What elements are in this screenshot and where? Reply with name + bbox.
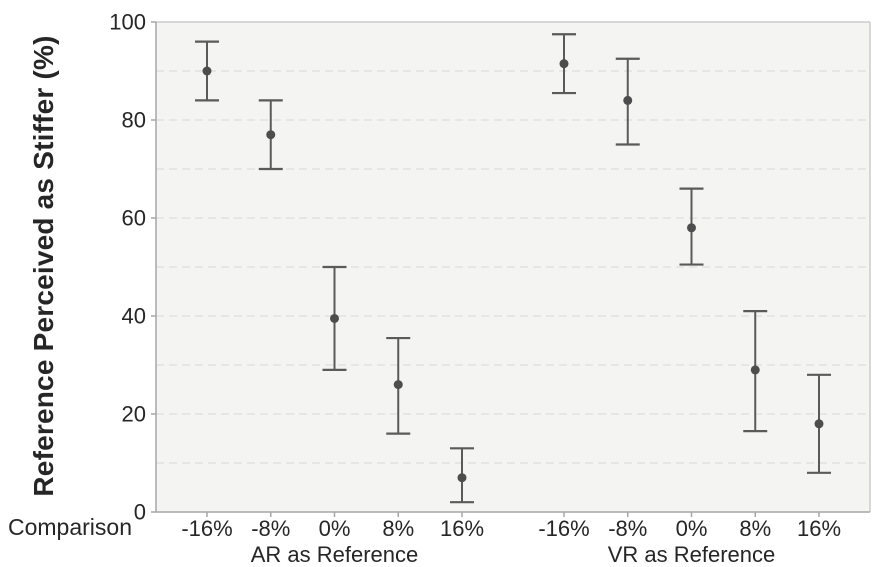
mean-data-point <box>750 365 760 375</box>
mean-data-point <box>330 313 339 323</box>
mean-data-point <box>202 66 212 76</box>
y-axis-title: Reference Perceived as Stiffer (%) <box>28 35 59 497</box>
mean-data-point <box>559 59 569 69</box>
y-tick-label: 20 <box>122 402 146 427</box>
y-tick-label: 40 <box>122 304 146 329</box>
y-tick-label: 0 <box>134 500 146 525</box>
y-tick-label: 80 <box>122 108 146 133</box>
x-tick-label: 8% <box>382 516 414 541</box>
mean-data-point <box>457 473 467 483</box>
mean-data-point <box>687 223 696 233</box>
x-tick-label: -8% <box>608 516 647 541</box>
mean-data-point <box>623 95 633 105</box>
x-tick-label: 16% <box>440 516 484 541</box>
x-tick-label: 0% <box>676 516 708 541</box>
y-tick-label: 60 <box>122 206 146 231</box>
mean-data-point <box>814 419 824 429</box>
x-tick-label: 8% <box>739 516 771 541</box>
x-axis-comparison-label: Comparison <box>8 514 132 540</box>
y-tick-label: 100 <box>109 10 146 35</box>
x-tick-label: -8% <box>251 516 290 541</box>
group-axis-label: AR as Reference <box>251 542 419 567</box>
group-axis-label: VR as Reference <box>608 542 776 567</box>
x-tick-label: 0% <box>319 516 351 541</box>
mean-data-point <box>393 380 403 390</box>
x-tick-label: 16% <box>797 516 841 541</box>
x-tick-label: -16% <box>181 516 232 541</box>
x-tick-label: -16% <box>538 516 589 541</box>
mean-data-point <box>266 130 276 140</box>
